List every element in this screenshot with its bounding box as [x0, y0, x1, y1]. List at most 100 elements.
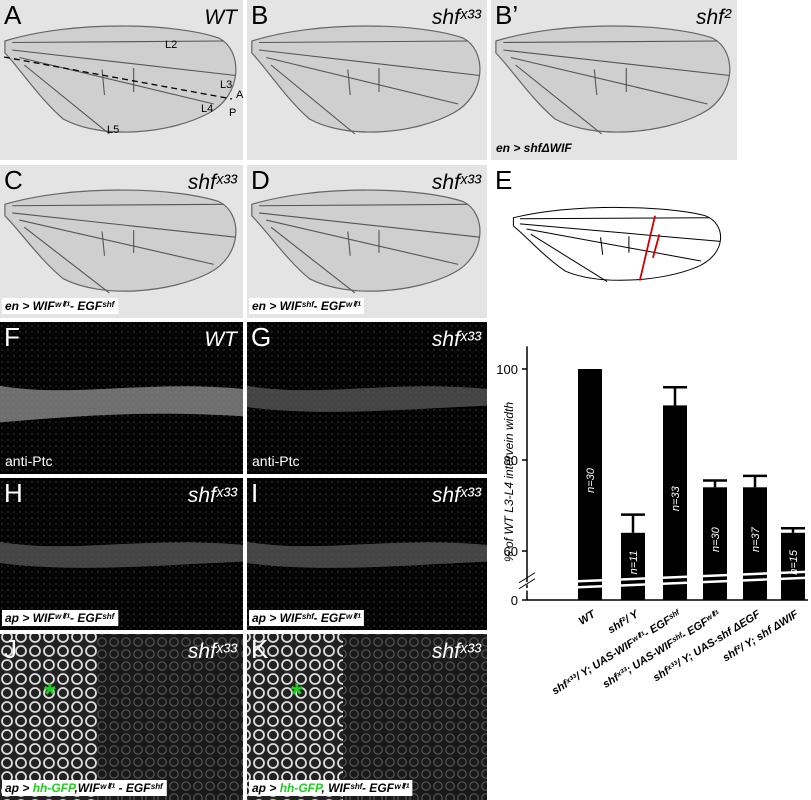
- label-background: [249, 780, 413, 796]
- n-label: n=37: [750, 526, 762, 552]
- bar: [781, 532, 805, 600]
- panel-letter: K: [251, 634, 269, 664]
- wing-vein: [12, 40, 224, 44]
- wing-vein: [270, 64, 356, 135]
- wing-vein: [23, 226, 110, 294]
- panel-letter: I: [251, 478, 258, 508]
- panel-background: [491, 165, 737, 318]
- panel-letter: G: [251, 322, 271, 352]
- wing-vein: [19, 219, 214, 265]
- wing-vein: [270, 226, 356, 294]
- panel-genotype: WT: [204, 6, 239, 29]
- wing-vein: [101, 69, 106, 96]
- gfp-marker: *: [44, 678, 56, 711]
- panel-e: E: [491, 165, 737, 318]
- panel-letter: J: [4, 634, 17, 664]
- staining-band: [247, 385, 487, 412]
- vein-label: L3: [220, 79, 232, 91]
- panel-genotype: shfˣ³³: [188, 484, 238, 507]
- label-background: [249, 298, 364, 314]
- wing-vein: [526, 228, 701, 262]
- panel-a: A WT: [0, 0, 243, 160]
- x-tick-label: shf²/ Y: [606, 607, 642, 636]
- wing-vein: [519, 217, 710, 220]
- wing-vein: [510, 56, 708, 105]
- wing-vein: [266, 219, 459, 265]
- panel-genotype: shfˣ³³: [432, 171, 482, 194]
- genotype-part: hh-GFP: [33, 781, 77, 795]
- wing: [495, 25, 731, 133]
- panel-genotype: WT: [204, 328, 239, 351]
- wing-vein: [101, 231, 106, 256]
- n-label: n=15: [788, 549, 800, 575]
- panel-letter: F: [4, 322, 20, 352]
- panel-letter: B’: [495, 0, 518, 30]
- axis-break: [516, 576, 809, 591]
- panel-genotype: shfˣ³³: [432, 640, 482, 663]
- panel-f: F WT anti-Ptc: [0, 322, 243, 474]
- panel-letter: C: [4, 165, 23, 195]
- panel-genotype-bottom: anti-Ptc: [252, 453, 299, 469]
- panel-genotype: shfˣ³³: [188, 171, 238, 194]
- vein-label: L5: [107, 124, 119, 136]
- wing-vein: [258, 203, 468, 207]
- wing-outline: [512, 206, 721, 281]
- wing-vein: [258, 40, 468, 44]
- chart: 0 60 80 100 % of WT L3-L4 intervein width n=3…: [496, 346, 809, 697]
- panel-bprime: B’ shf² en > shfΔWIF: [491, 0, 737, 160]
- wing: [4, 189, 237, 292]
- panel-genotype-bottom: ap > hh-GFP, WIFˢʰᶠ- EGFʷⁱᶠ¹: [252, 781, 409, 795]
- label-background: [2, 780, 167, 796]
- panel-letter: A: [4, 0, 22, 30]
- wing-vein: [519, 223, 721, 242]
- bar: [621, 532, 645, 600]
- panel-genotype-bottom: ap > WIFʷⁱᶠ¹- EGFˢʰᶠ: [5, 611, 115, 625]
- gfp-marker: *: [291, 678, 303, 711]
- panel-genotype-bottom: ap > hh-GFP,WIFʷⁱᶠ¹ - EGFˢʰᶠ: [5, 781, 164, 795]
- bar: [663, 405, 687, 600]
- measure-line: [652, 233, 661, 259]
- wing-vein: [515, 64, 603, 135]
- genotype-part: ap >: [5, 781, 33, 795]
- measure-line: [638, 215, 656, 281]
- wing-vein: [530, 233, 608, 283]
- genotype-part: hh-GFP: [280, 781, 324, 795]
- panel-genotype: shfˣ³³: [432, 484, 482, 507]
- label-background: [2, 610, 119, 626]
- vein-label: A: [236, 89, 244, 101]
- compartment-boundary: [3, 56, 233, 100]
- panel-letter: H: [4, 478, 23, 508]
- panel-letter: B: [251, 0, 268, 30]
- y-tick-label: 60: [504, 544, 518, 559]
- wing: [4, 25, 237, 133]
- panel-genotype: shf²: [696, 6, 732, 29]
- n-label: n=30: [710, 526, 722, 552]
- wing-vein: [593, 69, 598, 96]
- panel-genotype: shfˣ³³: [432, 328, 482, 351]
- axis-break-mark: [518, 572, 536, 584]
- panel-genotype-bottom: anti-Ptc: [5, 453, 52, 469]
- panel-genotype-bottom: en > WIFʷⁱᶠ¹- EGFˢʰᶠ: [5, 299, 115, 313]
- wing-vein: [503, 49, 730, 77]
- bar: [578, 369, 602, 600]
- wing-vein: [347, 231, 351, 256]
- axis-break: [516, 570, 809, 585]
- genotype-part: ap >: [252, 781, 280, 795]
- wing-vein: [503, 40, 718, 44]
- genotype-part: , WIFˢʰᶠ- EGFʷⁱᶠ¹: [320, 781, 409, 795]
- x-tick-label: WT: [577, 608, 599, 628]
- wing-vein: [266, 56, 459, 105]
- label-background: [2, 298, 119, 314]
- gfp-domain: [247, 634, 343, 800]
- wing-vein: [12, 203, 224, 207]
- panel-letter: D: [251, 165, 270, 195]
- panel-genotype-bottom: en > shfΔWIF: [496, 141, 572, 155]
